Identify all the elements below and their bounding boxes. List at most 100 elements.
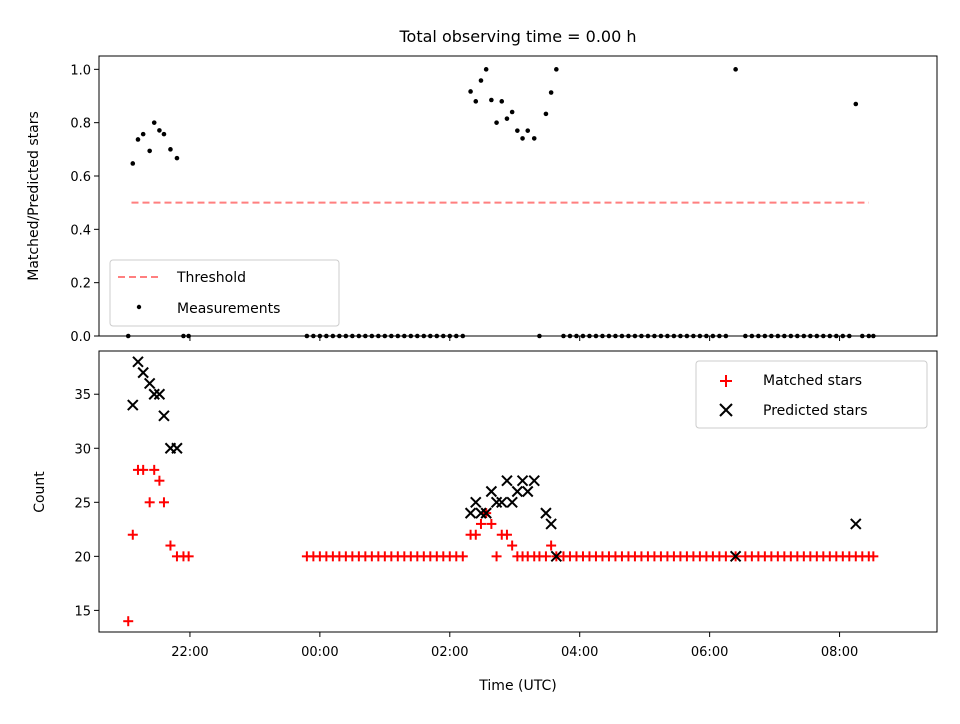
matched-star-point (158, 497, 169, 508)
measurement-point (554, 67, 559, 72)
legend-measurements-swatch (136, 304, 142, 310)
matched-star-point (154, 475, 165, 486)
legend-matched-label: Matched stars (763, 373, 862, 389)
matched-star-point (868, 551, 879, 562)
ratio-panel: Matched/Predicted stars 0.0 0.2 0.4 0.6 0.8 1… (26, 55, 938, 345)
measurement-point (504, 116, 510, 121)
measurement-point (733, 67, 738, 72)
predicted-star-point (137, 366, 149, 379)
predicted-star-point (464, 507, 477, 519)
measurement-point (168, 147, 173, 152)
legend-measurements-label: Measurements (177, 301, 280, 317)
measurement-point (520, 136, 525, 141)
predicted-star-point (490, 496, 503, 509)
matched-star-point (540, 551, 551, 562)
matched-star-point (127, 529, 138, 540)
top-x-ticks (189, 336, 841, 341)
bottom-legend-box (695, 360, 928, 429)
matched-star-point (501, 529, 512, 540)
top-y-tick-label: 0.8 (70, 117, 91, 132)
predicted-star-point (511, 485, 524, 498)
predicted-star-point (158, 410, 170, 422)
matched-star-point (486, 518, 497, 529)
predicted-star-point (540, 507, 552, 519)
matched-star-point (720, 551, 731, 562)
predicted-star-point (132, 356, 144, 368)
predicted-star-point (729, 550, 742, 563)
predicted-star-point (506, 496, 518, 509)
matched-star-point (507, 540, 518, 551)
bottom-y-axis-label: Count (32, 471, 48, 513)
predicted-star-point (148, 388, 160, 400)
bottom-x-tick-label: 22:00 (171, 645, 208, 660)
legend-matched-swatch (720, 375, 732, 387)
predicted-star-point (522, 485, 534, 498)
top-legend: Threshold Measurements (109, 259, 340, 327)
count-panel: Count 15 20 25 30 35 22:00 00:00 02:00 04:00 06:… (32, 350, 938, 660)
predicted-star-point (143, 377, 156, 390)
matched-star-point (457, 551, 468, 562)
legend-predicted-label: Predicted stars (763, 403, 868, 419)
top-y-ticks: 0.0 0.2 0.4 0.6 0.8 1.0 (70, 63, 99, 345)
matched-star-point (475, 518, 486, 529)
matched-star-point (165, 540, 176, 551)
predicted-star-point (501, 474, 513, 487)
measurement-point (140, 131, 146, 137)
bottom-legend: Matched stars Predicted stars (695, 360, 928, 429)
predicted-star-point (153, 388, 166, 400)
measurement-point (543, 111, 549, 117)
legend-predicted-swatch (719, 403, 733, 417)
measurement-point (548, 90, 554, 95)
measurement-point (147, 148, 152, 154)
bottom-x-tick-label: 08:00 (821, 645, 858, 660)
matched-star-point (138, 464, 149, 475)
bottom-x-tick-label: 02:00 (431, 645, 468, 660)
bottom-y-ticks: 15 20 25 30 35 (74, 388, 99, 619)
bottom-axes-frame (98, 350, 938, 633)
predicted-star-point (528, 474, 540, 487)
matched-star-point (144, 497, 155, 508)
measurement-point (494, 120, 499, 125)
predicted-star-point (516, 474, 529, 487)
top-axes-frame (98, 55, 938, 337)
x-axis-label: Time (UTC) (478, 678, 556, 694)
predicted-star-point (127, 399, 139, 411)
measurement-point (853, 101, 859, 107)
measurement-point (130, 161, 136, 166)
predicted-star-point (470, 496, 482, 509)
measurement-point (161, 131, 167, 137)
predicted-star-point (485, 485, 498, 498)
measurement-point (531, 136, 537, 141)
bottom-x-tick-label: 04:00 (561, 645, 598, 660)
top-legend-box (109, 259, 340, 327)
matched-star-point (123, 616, 134, 627)
measurement-point (499, 99, 505, 104)
matched-star-point (491, 551, 502, 562)
bottom-x-tick-label: 00:00 (301, 645, 338, 660)
bottom-y-tick-label: 20 (74, 550, 91, 565)
predicted-star-point (850, 518, 862, 530)
measurement-point (468, 89, 473, 94)
predicted-star-point (545, 518, 557, 530)
measurement-point (525, 128, 531, 133)
matched-star-point (183, 551, 194, 562)
predicted-star-point (496, 496, 508, 509)
bottom-y-tick-label: 35 (74, 388, 91, 403)
predicted-star-point (475, 507, 487, 519)
top-y-tick-label: 0.2 (70, 277, 91, 292)
measurement-point (489, 97, 494, 103)
measurement-point (135, 137, 141, 142)
measurement-point (478, 78, 484, 83)
bottom-y-tick-label: 15 (74, 604, 91, 619)
predicted-star-point (171, 442, 183, 454)
figure-title: Total observing time = 0.00 h (398, 27, 636, 46)
measurement-point (473, 99, 479, 104)
predicted-star-point (550, 550, 563, 563)
predicted-star-point (480, 507, 492, 519)
measurement-point (515, 128, 520, 133)
matched-star-point (149, 464, 160, 475)
measurement-point (174, 155, 180, 161)
measurement-point (509, 109, 515, 115)
bottom-y-tick-label: 25 (74, 496, 91, 511)
